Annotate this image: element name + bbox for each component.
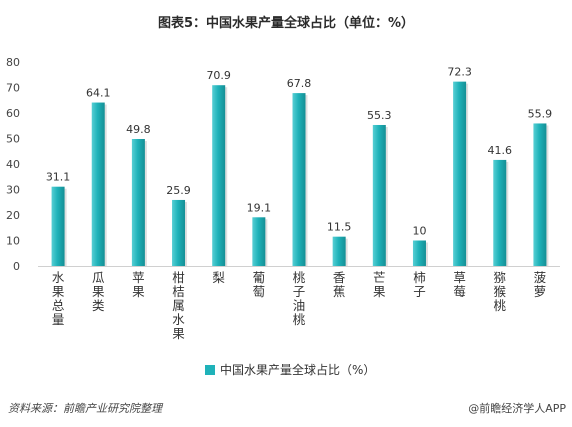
bar xyxy=(292,93,306,266)
data-label: 67.8 xyxy=(287,77,312,90)
x-tick-label: 水果总量 xyxy=(52,270,65,327)
bar xyxy=(533,123,547,266)
bar xyxy=(51,186,65,266)
data-label: 55.3 xyxy=(367,109,392,122)
bar xyxy=(131,139,145,266)
y-tick-label: 0 xyxy=(13,260,20,273)
bar xyxy=(332,236,346,266)
bar xyxy=(172,199,186,266)
legend-swatch xyxy=(205,365,215,375)
legend-label: 中国水果产量全球占比（%） xyxy=(220,362,375,377)
data-label: 25.9 xyxy=(166,184,191,197)
y-tick-label: 30 xyxy=(6,184,20,197)
y-tick-label: 10 xyxy=(6,235,20,248)
x-tick-label: 桃子油桃 xyxy=(293,270,306,327)
data-label: 70.9 xyxy=(206,69,231,82)
brand-label: @前瞻经济学人APP xyxy=(468,401,566,415)
data-label: 55.9 xyxy=(528,107,553,120)
chart-title: 图表5：中国水果产量全球占比（单位：%） xyxy=(158,15,414,31)
x-tick-label: 瓜果类 xyxy=(92,270,105,313)
bar xyxy=(91,102,105,266)
y-tick-label: 50 xyxy=(6,133,20,146)
bar xyxy=(212,85,226,266)
x-tick-label: 柿子 xyxy=(413,270,426,299)
bar xyxy=(412,240,426,266)
data-label: 31.1 xyxy=(46,171,71,184)
x-tick-label: 苹果 xyxy=(132,270,145,299)
bar xyxy=(252,217,266,266)
bar xyxy=(493,159,507,266)
bars: 31.1 64.1 49.8 25.9 70.9 19.1 67.8 11.5 55.3 10 72… xyxy=(46,66,552,266)
data-label: 11.5 xyxy=(327,221,352,234)
data-label: 10 xyxy=(412,225,426,238)
data-label: 64.1 xyxy=(86,87,111,100)
y-tick-label: 80 xyxy=(6,56,20,69)
x-tick-label: 梨 xyxy=(212,270,225,285)
legend: 中国水果产量全球占比（%） xyxy=(205,362,375,377)
x-tick-label: 猕猴桃 xyxy=(494,270,507,313)
y-tick-label: 20 xyxy=(6,209,20,222)
x-tick-label: 芒果 xyxy=(373,270,386,299)
y-tick-label: 40 xyxy=(6,158,20,171)
x-tick-label: 菠萝 xyxy=(534,270,547,299)
source-note: 资料来源：前瞻产业研究院整理 xyxy=(8,402,164,415)
y-tick-label: 70 xyxy=(6,82,20,95)
data-label: 41.6 xyxy=(488,144,513,157)
x-tick-label: 柑桔属水果 xyxy=(172,270,185,341)
y-tick-label: 60 xyxy=(6,107,20,120)
x-tick-label: 草莓 xyxy=(453,270,466,299)
bar xyxy=(372,124,386,266)
bar xyxy=(453,81,467,266)
x-tick-label: 葡萄 xyxy=(253,270,266,299)
data-label: 49.8 xyxy=(126,123,151,136)
y-axis: 0 10 20 30 40 50 60 70 80 xyxy=(6,56,20,273)
data-label: 72.3 xyxy=(447,66,472,79)
data-label: 19.1 xyxy=(247,201,272,214)
x-tick-label: 香蕉 xyxy=(333,270,346,299)
